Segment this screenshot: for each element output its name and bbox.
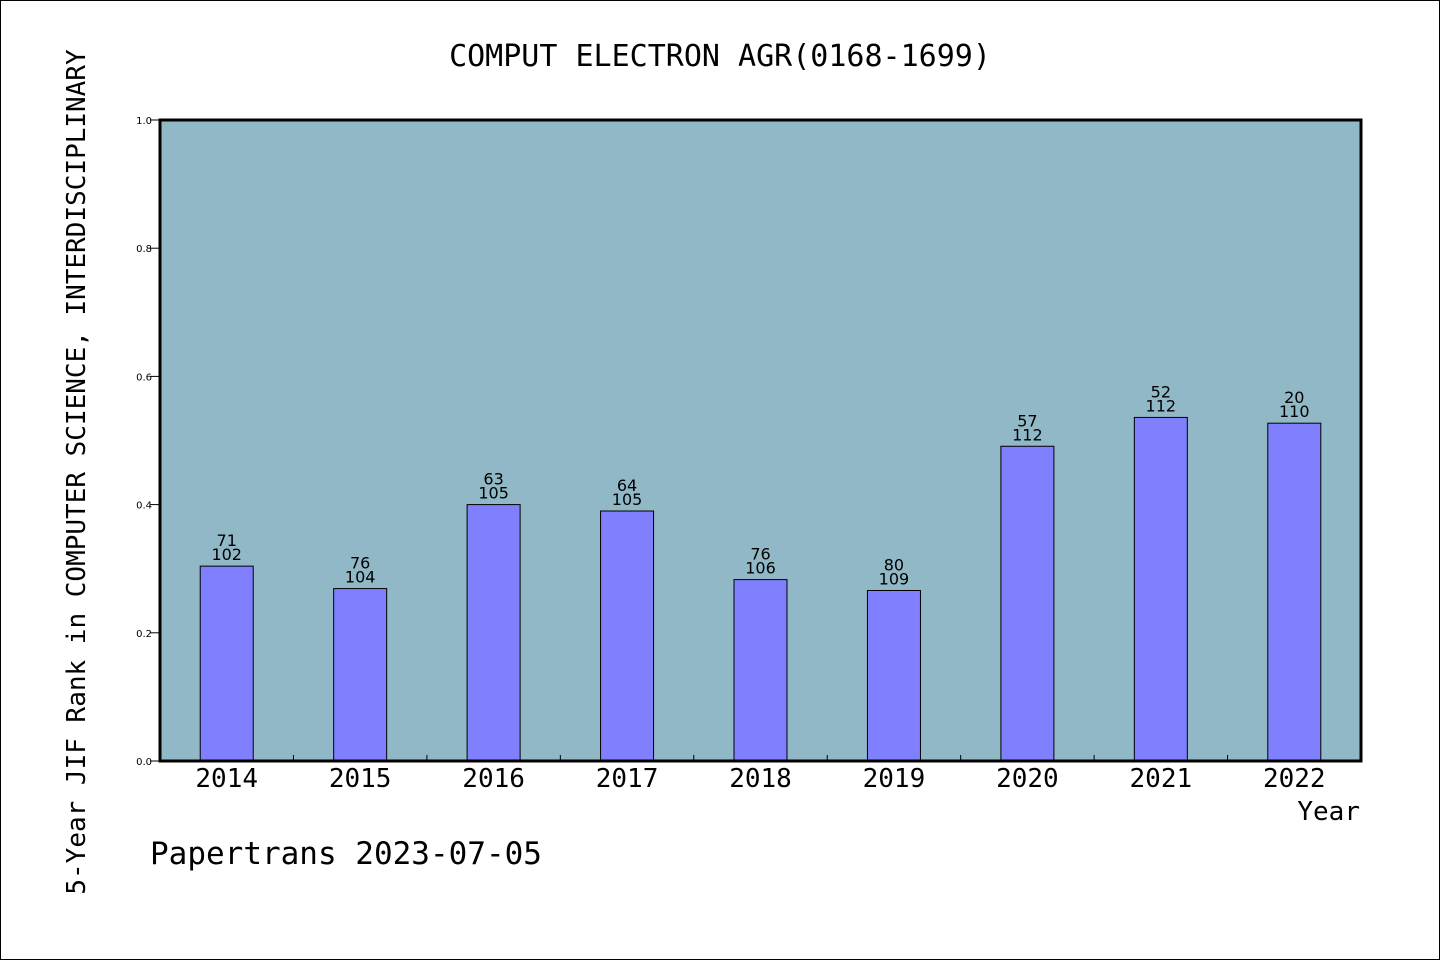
x-tick-label: 2018	[729, 764, 792, 794]
y-tick-label: 1.0	[136, 116, 152, 127]
total-label: 102	[211, 545, 242, 564]
bars	[199, 416, 1322, 762]
rank-label: 20	[1284, 388, 1304, 407]
rank-label: 64	[617, 476, 637, 495]
bar-2017	[600, 510, 655, 762]
chart-title: COMPUT ELECTRON AGR(0168-1699)	[449, 39, 991, 74]
x-tick-label: 2019	[863, 764, 926, 794]
y-tick-label: 0.4	[136, 501, 152, 512]
x-axis: 2014 2015 2016 2017 2018 2019 2020 2021 2022	[195, 755, 1326, 794]
bar-2020	[1000, 445, 1055, 762]
total-label: 112	[1012, 425, 1043, 444]
total-label: 106	[745, 559, 776, 578]
total-label: 112	[1146, 396, 1177, 415]
rank-label: 76	[350, 554, 370, 573]
total-label: 104	[345, 568, 376, 587]
x-tick-label: 2020	[996, 764, 1059, 794]
y-tick-label: 0.2	[136, 629, 152, 640]
rank-label: 71	[217, 531, 237, 550]
y-axis-label: 5-Year JIF Rank in COMPUTER SCIENCE, INT…	[62, 49, 92, 895]
x-tick-label: 2014	[195, 764, 258, 794]
y-axis: 0.0 0.2 0.4 0.6 0.8 1.0	[136, 116, 160, 768]
bar-2018	[733, 579, 788, 762]
bar-2015	[333, 588, 388, 762]
y-tick-label: 0.0	[136, 757, 152, 768]
rank-label: 80	[884, 555, 904, 574]
rank-label: 57	[1017, 411, 1037, 430]
y-tick-label: 0.6	[136, 372, 152, 383]
x-tick-label: 2021	[1130, 764, 1193, 794]
rank-label: 52	[1151, 382, 1171, 401]
x-tick-label: 2017	[596, 764, 659, 794]
watermark-text: Papertrans 2023-07-05	[150, 836, 542, 872]
total-label: 105	[612, 490, 643, 509]
x-tick-label: 2022	[1263, 764, 1326, 794]
total-label: 105	[478, 484, 509, 503]
bar-2022	[1267, 422, 1322, 762]
x-tick-label: 2016	[462, 764, 525, 794]
rank-label: 76	[750, 545, 770, 564]
total-label: 109	[879, 569, 910, 588]
x-tick-label: 2015	[329, 764, 392, 794]
rank-label: 63	[483, 470, 503, 489]
x-axis-label: Year	[1297, 797, 1360, 827]
total-label: 110	[1279, 402, 1310, 421]
bar-2021	[1133, 416, 1188, 762]
bar-2019	[866, 589, 921, 762]
bar-2016	[466, 504, 521, 762]
plot-border	[158, 118, 1363, 763]
y-tick-label: 0.8	[136, 244, 152, 255]
bar-2014	[199, 565, 254, 762]
